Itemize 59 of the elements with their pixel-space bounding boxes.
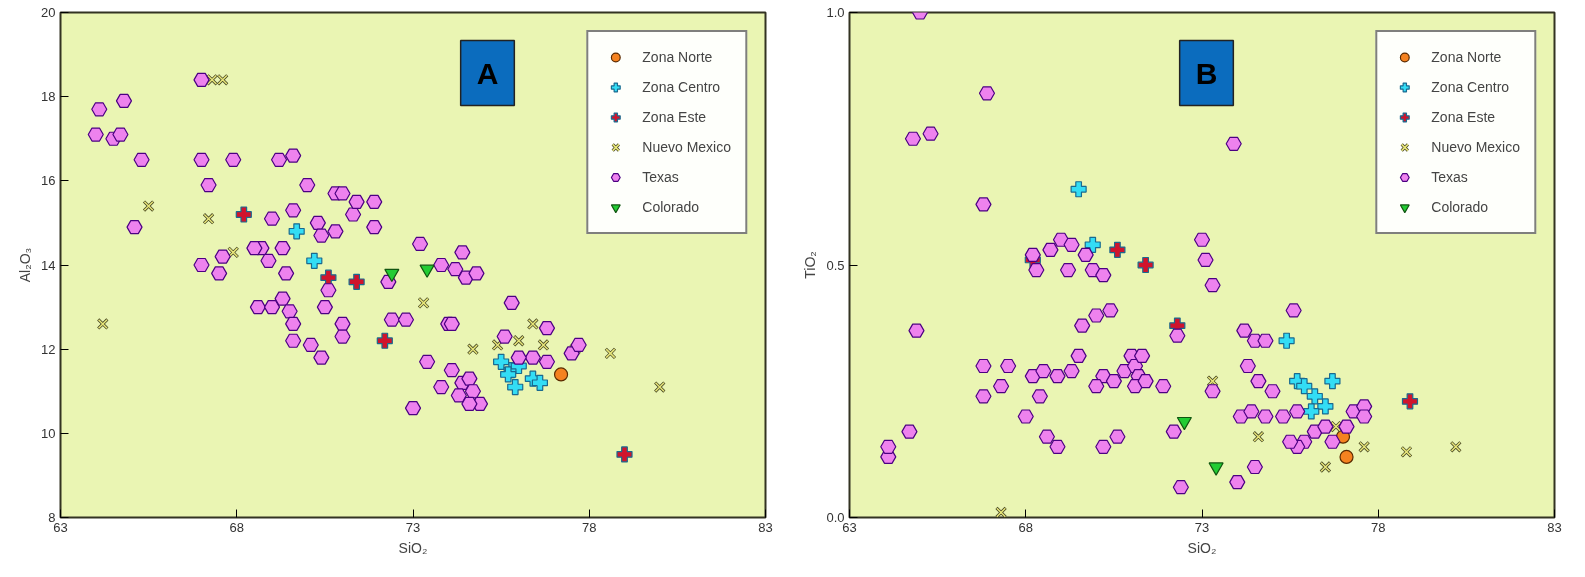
x-tick-label: 73 (1194, 519, 1210, 535)
point (553, 367, 569, 382)
x-axis-title: SiO₂ (398, 539, 428, 556)
point (1306, 388, 1323, 405)
x-tick-label: 73 (405, 519, 421, 535)
legend-label: Nuevo Mexico (1431, 139, 1520, 155)
point (1296, 378, 1313, 395)
x-tick-label: 83 (1547, 519, 1562, 535)
point (288, 223, 305, 240)
x-tick-label: 83 (758, 519, 773, 535)
y-axis-title: TiO₂ (802, 251, 819, 279)
x-tick-label: 78 (1371, 519, 1386, 535)
y-tick-label: 14 (41, 257, 56, 273)
point (1317, 398, 1334, 415)
point (1324, 373, 1341, 390)
point (1137, 256, 1154, 274)
x-axis-title: SiO₂ (1187, 539, 1217, 556)
legend-label: Zona Este (642, 109, 707, 125)
y-tick-label: 20 (41, 5, 56, 20)
legend-label: Texas (642, 169, 679, 185)
annotation: B (1195, 56, 1218, 90)
point (320, 269, 337, 286)
legend-label: Zona Norte (1431, 49, 1502, 65)
point (1303, 403, 1320, 420)
x-tick-label: 68 (1018, 519, 1033, 535)
point (493, 353, 510, 370)
point (616, 446, 633, 463)
y-tick-label: 12 (41, 341, 56, 357)
annotation: A (476, 56, 499, 90)
point (1339, 449, 1354, 464)
y-tick-label: 0.5 (826, 257, 845, 273)
point (306, 252, 323, 269)
point (1070, 181, 1087, 198)
point (531, 374, 548, 391)
y-tick-label: 10 (41, 425, 56, 441)
legend-label: Zona Centro (1431, 79, 1510, 95)
point (348, 273, 365, 290)
point (419, 264, 435, 278)
legend-label: Zona Norte (642, 49, 713, 65)
point (500, 366, 517, 383)
point (1109, 241, 1126, 258)
legend-label: Texas (1431, 169, 1468, 185)
y-tick-label: 18 (41, 89, 56, 105)
legend-label: Colorado (1431, 199, 1489, 215)
legend-label: Colorado (642, 199, 700, 215)
x-tick-label: 68 (229, 519, 244, 535)
legend-label: Nuevo Mexico (642, 139, 731, 155)
y-tick-label: 1.0 (826, 5, 845, 20)
point (1084, 236, 1101, 253)
y-tick-label: 16 (41, 173, 56, 189)
point (1278, 332, 1295, 349)
point (376, 332, 393, 349)
y-axis-title: Al₂O₃ (17, 247, 34, 283)
x-tick-label: 78 (582, 519, 597, 535)
legend-label: Zona Centro (642, 79, 721, 95)
legend-label: Zona Este (1431, 109, 1496, 125)
point (235, 206, 252, 223)
point (1401, 393, 1419, 410)
point (507, 378, 524, 396)
